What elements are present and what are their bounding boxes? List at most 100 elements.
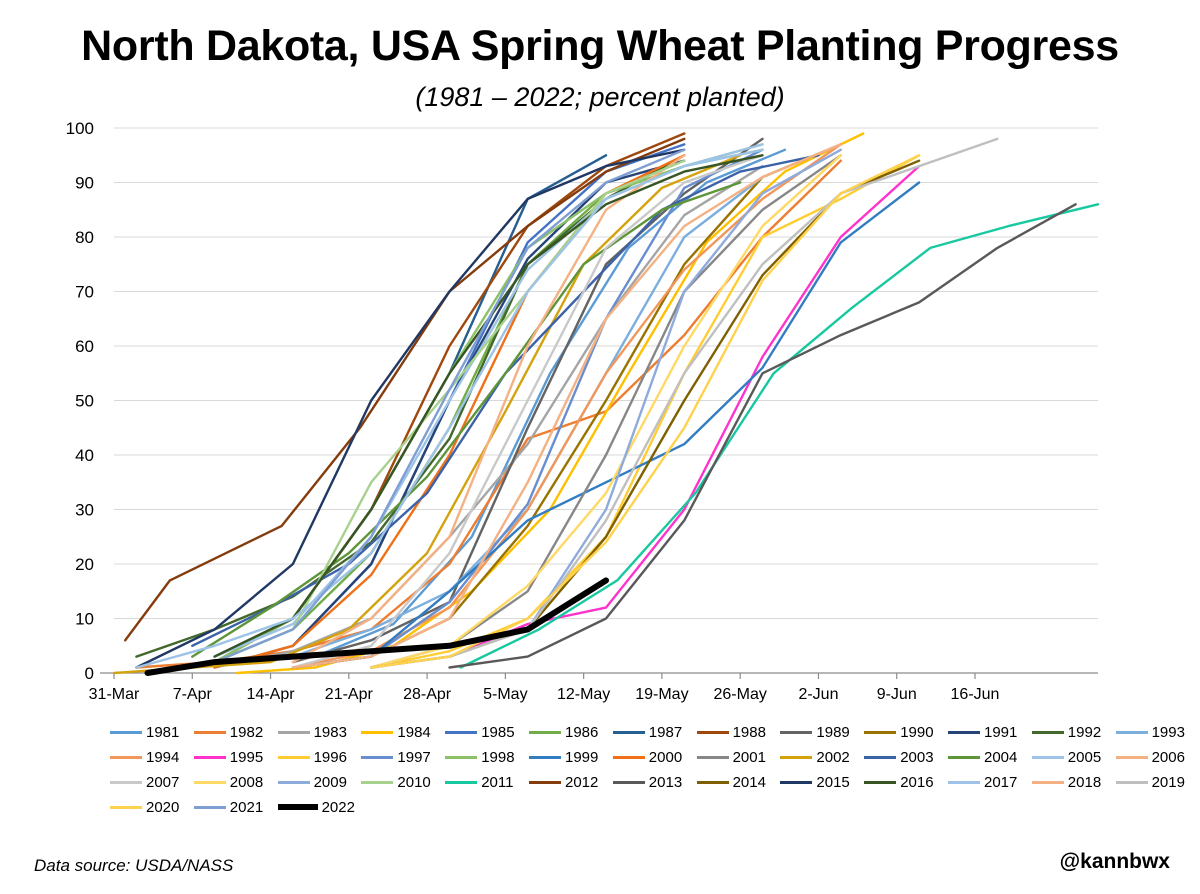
- y-tick-label: 90: [75, 174, 94, 193]
- series-line-2007: [291, 154, 764, 669]
- legend-label: 1989: [816, 723, 850, 741]
- legend-label: 2003: [900, 748, 934, 766]
- legend-item-2007: 2007: [110, 770, 179, 794]
- legend-swatch: [110, 780, 142, 784]
- series-line-2006: [291, 154, 686, 664]
- legend-swatch: [696, 730, 729, 734]
- legend-label: 2022: [321, 798, 355, 816]
- series-lines: [112, 132, 1100, 676]
- legend-swatch: [696, 755, 729, 759]
- legend-swatch: [780, 780, 813, 784]
- legend-swatch: [864, 755, 897, 759]
- series-line-2005: [213, 148, 764, 658]
- y-tick-label: 60: [75, 337, 94, 356]
- legend-label: 1991: [984, 723, 1018, 741]
- series-line-2020: [370, 154, 921, 669]
- legend-label: 2012: [565, 773, 599, 791]
- legend-label: 1995: [229, 748, 264, 766]
- legend-label: 1992: [1067, 723, 1102, 741]
- legend-item-2021: 2021: [193, 795, 263, 819]
- legend-item-1986: 1986: [529, 720, 598, 744]
- legend-swatch: [277, 780, 310, 784]
- legend-label: 1982: [229, 723, 264, 741]
- legend-label: 2009: [313, 773, 347, 791]
- legend-label: 1999: [565, 748, 599, 766]
- y-tick-label: 70: [75, 283, 94, 302]
- legend-item-2004: 2004: [948, 745, 1017, 769]
- legend-item-1983: 1983: [277, 720, 347, 744]
- legend-label: 1985: [481, 723, 515, 741]
- y-tick-label: 50: [75, 392, 94, 411]
- x-tick-label: 12-May: [557, 686, 610, 703]
- legend-label: 2014: [732, 773, 766, 791]
- legend-label: 1984: [397, 723, 431, 741]
- legend-item-1991: 1991: [948, 720, 1017, 744]
- chart-subtitle: (1981 – 2022; percent planted): [415, 82, 785, 112]
- legend-item-1985: 1985: [445, 720, 515, 744]
- legend-item-1982: 1982: [193, 720, 264, 744]
- legend-swatch: [612, 730, 645, 734]
- y-tick-label: 40: [75, 446, 94, 465]
- legend-label: 2008: [229, 773, 264, 791]
- series-line-2011: [459, 203, 1100, 669]
- legend-swatch: [529, 730, 561, 734]
- x-tick-label: 19-May: [635, 686, 688, 703]
- legend-swatch: [277, 755, 310, 759]
- author-handle: @kannbwx: [1059, 850, 1170, 873]
- series-line-2004: [191, 181, 742, 658]
- legend-swatch: [277, 730, 310, 734]
- legend-item-2015: 2015: [780, 770, 850, 794]
- legend-swatch: [193, 755, 226, 759]
- legend-swatch: [110, 730, 142, 734]
- x-tick-label: 7-Apr: [173, 686, 213, 703]
- legend-item-2005: 2005: [1031, 745, 1101, 769]
- legend-swatch: [612, 755, 645, 759]
- legend-item-2002: 2002: [780, 745, 850, 769]
- x-tick-label: 5-May: [483, 686, 527, 703]
- legend-item-1993: 1993: [1115, 720, 1185, 744]
- legend-label: 2004: [984, 748, 1018, 766]
- series-line-1999: [291, 181, 921, 669]
- legend-item-2009: 2009: [277, 770, 347, 794]
- legend-label: 1997: [397, 748, 431, 766]
- legend-item-2017: 2017: [948, 770, 1017, 794]
- x-tick-label: 2-Jun: [798, 686, 838, 703]
- legend-swatch: [948, 730, 980, 734]
- legend-swatch: [110, 755, 142, 759]
- legend-label: 1996: [313, 748, 347, 766]
- series-line-1995: [448, 164, 921, 658]
- legend-item-1984: 1984: [361, 720, 431, 744]
- legend-item-1996: 1996: [277, 745, 347, 769]
- series-line-2012: [123, 137, 686, 642]
- legend-item-2018: 2018: [1031, 770, 1101, 794]
- legend-label: 2002: [816, 748, 850, 766]
- legend-swatch: [445, 780, 478, 784]
- x-tick-label: 16-Jun: [951, 686, 1000, 703]
- legend-label: 1983: [313, 723, 347, 741]
- legend-swatch: [948, 780, 980, 784]
- legend-item-2001: 2001: [696, 745, 766, 769]
- legend-item-1994: 1994: [110, 745, 179, 769]
- y-tick-label: 100: [66, 119, 94, 138]
- legend-label: 1993: [1151, 723, 1185, 741]
- legend-item-2010: 2010: [361, 770, 431, 794]
- legend-swatch: [1031, 730, 1064, 734]
- x-tick-label: 28-Apr: [403, 686, 452, 703]
- series-line-2021: [213, 148, 686, 664]
- y-tick-label: 30: [75, 501, 94, 520]
- legend-label: 2020: [146, 798, 180, 816]
- legend-item-2008: 2008: [193, 770, 264, 794]
- y-tick-label: 0: [85, 664, 94, 683]
- legend-item-1990: 1990: [864, 720, 934, 744]
- y-tick-label: 80: [75, 228, 94, 247]
- legend-swatch: [1115, 730, 1148, 734]
- legend-swatch: [445, 730, 478, 734]
- legend-swatch: [1031, 755, 1064, 759]
- series-line-2022: [144, 577, 609, 676]
- legend-swatch: [696, 780, 729, 784]
- legend-label: 1994: [146, 748, 180, 766]
- series-line-2009: [370, 148, 842, 669]
- legend-label: 1998: [481, 748, 515, 766]
- legend-label: 2017: [984, 773, 1018, 791]
- legend-label: 2016: [900, 773, 934, 791]
